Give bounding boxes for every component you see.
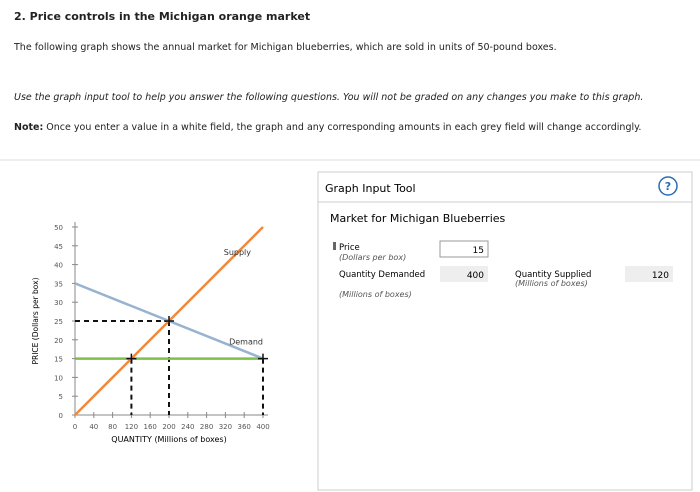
help-icon[interactable]	[658, 176, 678, 196]
supplied-unit: (Millions of boxes)	[515, 279, 588, 288]
tool-title: Graph Input Tool	[325, 182, 416, 195]
y-tick-label: 35	[54, 280, 63, 288]
x-tick-label: 80	[108, 423, 117, 431]
demanded-value: 400	[467, 271, 484, 281]
y-tick-label: 30	[54, 299, 63, 307]
series-label: Demand	[229, 338, 263, 347]
demanded-label: Quantity Demanded	[339, 270, 425, 280]
x-tick-label: 400	[256, 423, 269, 431]
y-tick-label: 40	[54, 262, 63, 270]
note-label: Note:	[14, 122, 44, 133]
x-tick-label: 320	[219, 423, 232, 431]
y-tick-label: 45	[54, 243, 63, 251]
x-tick-label: 120	[125, 423, 138, 431]
supplied-field	[625, 266, 673, 282]
intro: The following graph shows the annual mar…	[14, 42, 557, 53]
price-value[interactable]: 15	[473, 246, 484, 256]
y-tick-label: 20	[54, 337, 63, 345]
x-tick-label: 0	[73, 423, 77, 431]
demanded-field	[440, 266, 488, 282]
tool-panel	[317, 171, 693, 491]
x-tick-label: 160	[144, 423, 157, 431]
x-tick-label: 200	[162, 423, 175, 431]
title: 2. Price controls in the Michigan orange…	[14, 10, 311, 23]
price-field[interactable]	[439, 240, 489, 258]
x-tick-label: 360	[238, 423, 251, 431]
note: Once you enter a value in a white field,…	[46, 122, 642, 133]
y-tick-label: 0	[59, 412, 63, 420]
point-marker	[126, 353, 137, 364]
series-label: Supply	[224, 248, 252, 257]
x-tick-label: 240	[181, 423, 194, 431]
tool-subtitle: Market for Michigan Blueberries	[330, 212, 506, 225]
point-marker	[258, 353, 268, 364]
demanded-unit: (Millions of boxes)	[339, 290, 412, 299]
help-text[interactable]: ?	[665, 180, 671, 193]
y-tick-label: 25	[54, 318, 63, 326]
instructions: Use the graph input tool to help you ans…	[14, 92, 644, 103]
y-tick-label: 5	[59, 393, 63, 401]
x-axis-label: QUANTITY (Millions of boxes)	[111, 435, 226, 444]
price-unit: (Dollars per box)	[339, 253, 406, 262]
y-tick-label: 10	[54, 374, 63, 382]
note-line: Note: Once you enter a value in a white …	[14, 122, 641, 133]
price-bullet	[333, 242, 336, 250]
supplied-value: 120	[652, 271, 669, 281]
y-axis-label: PRICE (Dollars per box)	[31, 277, 40, 364]
y-tick-label: 50	[54, 224, 63, 232]
price-label: Price	[339, 243, 360, 253]
y-tick-label: 15	[54, 356, 63, 364]
x-tick-label: 280	[200, 423, 213, 431]
point-marker	[164, 316, 174, 326]
supplied-label: Quantity Supplied	[515, 270, 591, 280]
x-tick-label: 40	[89, 423, 98, 431]
